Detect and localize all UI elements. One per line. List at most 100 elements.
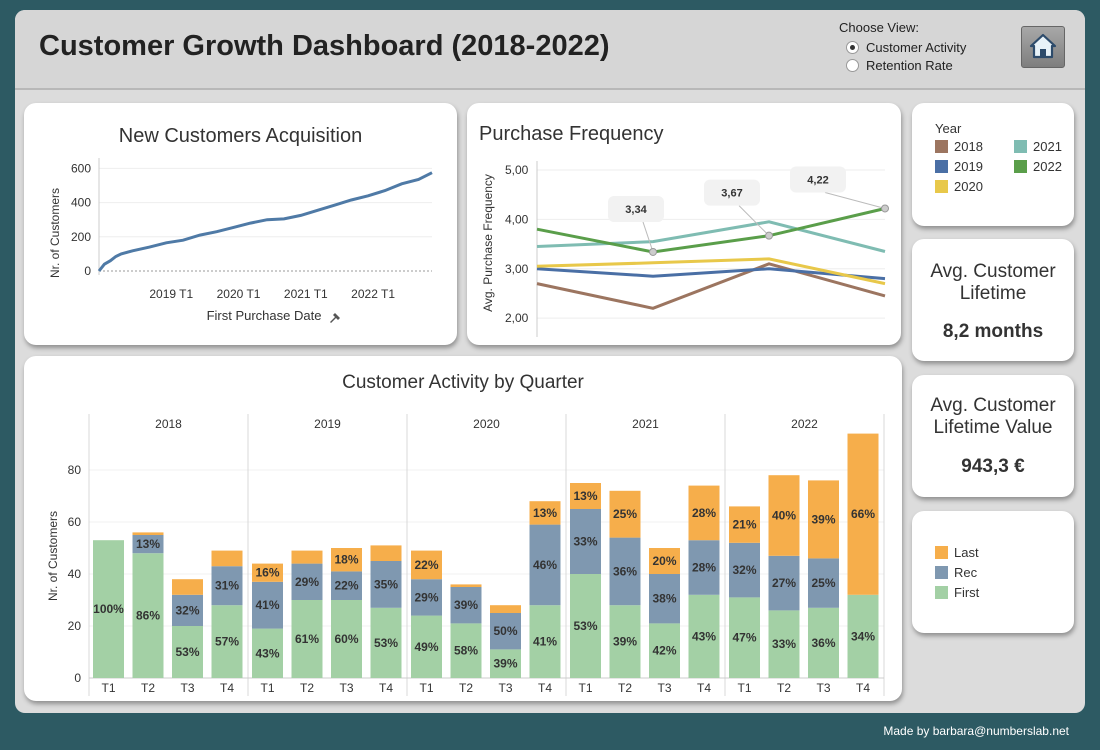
bar-segment-rec <box>768 555 800 611</box>
annotation-marker <box>881 204 889 213</box>
y-axis-label: Nr. of Customers <box>48 188 62 278</box>
year-header: 2022 <box>791 417 818 431</box>
bar-segment-last <box>847 433 879 595</box>
quarter-label: T3 <box>657 681 671 695</box>
radio-retention-rate[interactable]: Retention Rate <box>846 58 953 73</box>
bar-segment-rec <box>688 540 720 595</box>
kpi-title: Avg. Customer Lifetime <box>930 261 1056 304</box>
bar-segment-rec <box>252 581 283 629</box>
bar-segment-last <box>132 532 164 535</box>
bar-segment-first <box>93 540 124 678</box>
legend-swatch <box>935 586 948 599</box>
bar-segment-rec <box>529 524 561 606</box>
quarter-label: T2 <box>459 681 473 695</box>
home-button[interactable] <box>1021 26 1065 68</box>
bar-label: 31% <box>215 579 239 593</box>
bar-segment-last <box>172 579 203 595</box>
series-line-2022 <box>536 207 886 254</box>
bar-segment-first <box>370 607 402 678</box>
bar-segment-rec <box>808 558 839 608</box>
new-customers-card: New Customers Acquisition 0 200 400 600 201… <box>24 103 457 345</box>
purchase-frequency-chart: 5,00 4,00 3,00 2,00 3,34 3,67 4,22 Avg. Purch… <box>481 161 889 337</box>
radio-unselected-icon[interactable] <box>846 59 859 72</box>
page-title: Customer Growth Dashboard (2018-2022) <box>39 30 610 62</box>
year-header: 2020 <box>473 417 500 431</box>
bar-label: 58% <box>454 644 478 658</box>
bar-segment-rec <box>570 509 601 574</box>
bar-segment-first <box>172 626 203 678</box>
y-tick-label: 2,00 <box>505 311 529 325</box>
bar-segment-rec <box>450 587 482 624</box>
bar-segment-rec <box>490 613 521 650</box>
bar-segment-rec <box>211 566 243 606</box>
bar-segment-first <box>847 594 879 678</box>
quarter-label: T1 <box>260 681 274 695</box>
legend-label: Rec <box>954 565 978 580</box>
quarter-label: T4 <box>379 681 393 695</box>
annotation-label: 3,67 <box>721 188 742 200</box>
radio-customer-activity[interactable]: Customer Activity <box>846 40 966 55</box>
legend-label: First <box>954 585 980 600</box>
bar-label: 35% <box>374 577 398 591</box>
bar-segment-rec <box>411 579 442 616</box>
bar-segment-first <box>331 600 362 678</box>
bar-segment-rec <box>729 542 760 598</box>
bar-segment-last <box>729 506 760 543</box>
bar-segment-first <box>490 649 521 678</box>
bar-label: 60% <box>334 632 358 646</box>
bar-label: 32% <box>732 563 756 577</box>
bar-segment-first <box>688 594 720 678</box>
x-tick-label: 2021 T1 <box>284 287 328 301</box>
bar-segment-first <box>768 610 800 678</box>
bar-segment-last <box>529 501 561 525</box>
legend-label: Last <box>954 545 979 560</box>
bar-segment-last <box>291 550 323 564</box>
legend-label: 2020 <box>954 179 983 194</box>
radio-selected-icon[interactable] <box>846 41 859 54</box>
bar-label: 100% <box>93 602 124 616</box>
bar-label: 13% <box>573 489 597 503</box>
annotation-leader <box>824 191 886 209</box>
quarter-label: T3 <box>180 681 194 695</box>
bar-segment-first <box>132 553 164 678</box>
bar-segment-last <box>252 563 283 582</box>
legend-swatch <box>935 566 948 579</box>
radio-label: Retention Rate <box>866 58 953 73</box>
quarter-label: T4 <box>856 681 870 695</box>
x-tick-label: 2022 T1 <box>351 287 395 301</box>
bar-label: 39% <box>454 598 478 612</box>
pin-icon[interactable] <box>330 310 340 323</box>
bar-label: 33% <box>772 637 796 651</box>
chart-title: Purchase Frequency <box>479 123 664 145</box>
bar-label: 41% <box>255 598 279 612</box>
bar-label: 53% <box>573 619 597 633</box>
bar-segment-rec <box>609 537 641 606</box>
series-line-2020 <box>536 257 886 286</box>
activity-by-quarter-card: Customer Activity by Quarter 100% 86% 13% 5… <box>24 356 902 701</box>
legend-swatch <box>935 140 948 153</box>
choose-view-label: Choose View: <box>839 20 919 35</box>
quarter-label: T1 <box>578 681 592 695</box>
bar-label: 28% <box>692 506 716 520</box>
activity-legend-card: Last Rec First <box>912 511 1074 633</box>
annotation-box <box>608 195 664 222</box>
home-icon[interactable] <box>1022 27 1064 67</box>
bar-label: 27% <box>772 576 796 590</box>
y-tick-label: 0 <box>74 671 81 685</box>
legend-label: 2021 <box>1033 139 1062 154</box>
quarter-label: T1 <box>101 681 115 695</box>
bar-label: 46% <box>533 558 557 572</box>
bar-label: 25% <box>811 576 835 590</box>
quarter-label: T3 <box>339 681 353 695</box>
bar-label: 13% <box>136 537 160 551</box>
bar-label: 16% <box>255 566 279 580</box>
annotation-label: 4,22 <box>807 174 828 186</box>
chart-title: New Customers Acquisition <box>118 125 363 147</box>
bar-label: 29% <box>295 575 319 589</box>
bar-segment-first <box>211 605 243 678</box>
bar-segment-first <box>570 574 601 678</box>
dashboard-frame: Customer Growth Dashboard (2018-2022) Ch… <box>15 10 1085 713</box>
annotation-box <box>790 166 846 193</box>
series-line-2019 <box>536 267 886 281</box>
